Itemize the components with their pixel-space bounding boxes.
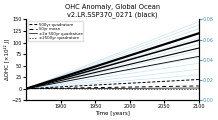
- 50yr mean: [107, 87, 109, 88]
- ±2500yr quadrature: [108, 88, 111, 90]
- ±2500yr quadrature: [25, 88, 27, 89]
- 500yr quadrature: [107, 84, 109, 85]
- Title: OHC Anomaly, Global Ocean
v2.LR.SSP370_0271 (black): OHC Anomaly, Global Ocean v2.LR.SSP370_0…: [65, 4, 160, 18]
- ±2σ 500yr quadrature: [193, 87, 196, 89]
- ±2σ 500yr quadrature: [25, 88, 27, 89]
- 500yr quadrature: [108, 84, 111, 85]
- Line: 500yr quadrature: 500yr quadrature: [26, 79, 199, 89]
- 500yr quadrature: [25, 88, 27, 89]
- ±2500yr quadrature: [166, 89, 169, 90]
- 500yr quadrature: [166, 80, 169, 82]
- 500yr quadrature: [198, 79, 200, 80]
- 50yr mean: [108, 87, 111, 88]
- 50yr mean: [198, 85, 200, 87]
- 50yr mean: [25, 88, 27, 89]
- X-axis label: Time [years]: Time [years]: [95, 111, 130, 116]
- ±2σ 500yr quadrature: [128, 88, 130, 89]
- ±2500yr quadrature: [118, 89, 121, 90]
- 500yr quadrature: [193, 79, 196, 80]
- ±2500yr quadrature: [193, 89, 196, 90]
- ±2500yr quadrature: [128, 89, 130, 90]
- ±2σ 500yr quadrature: [166, 87, 169, 89]
- Line: ±2σ 500yr quadrature: ±2σ 500yr quadrature: [26, 88, 199, 89]
- ±2σ 500yr quadrature: [107, 88, 109, 89]
- 50yr mean: [118, 87, 121, 88]
- ±2σ 500yr quadrature: [198, 87, 200, 89]
- ±2σ 500yr quadrature: [108, 88, 111, 89]
- 50yr mean: [193, 85, 196, 87]
- ±2σ 500yr quadrature: [118, 88, 121, 89]
- ±2500yr quadrature: [198, 89, 200, 90]
- 50yr mean: [166, 86, 169, 87]
- ±2500yr quadrature: [107, 88, 109, 90]
- Line: 50yr mean: 50yr mean: [26, 86, 199, 89]
- 500yr quadrature: [118, 83, 121, 84]
- Y-axis label: ΔOHC [×10²² J]: ΔOHC [×10²² J]: [4, 39, 10, 81]
- Line: ±2500yr quadrature: ±2500yr quadrature: [26, 89, 199, 90]
- Legend: 500yr quadrature, 50yr mean, ±2σ 500yr quadrature, ±2500yr quadrature: 500yr quadrature, 50yr mean, ±2σ 500yr q…: [28, 21, 83, 42]
- 50yr mean: [128, 86, 130, 88]
- 500yr quadrature: [128, 83, 130, 84]
